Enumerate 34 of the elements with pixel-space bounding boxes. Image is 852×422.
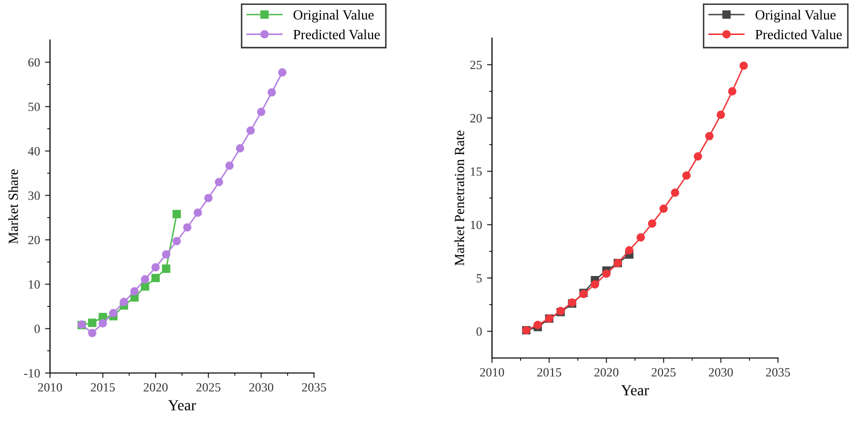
y-tick-label: 0 (34, 324, 40, 334)
x-tick-label: 2015 (90, 383, 115, 392)
y-tick-label: 60 (28, 58, 40, 67)
x-tick-label: 2020 (594, 368, 618, 377)
x-tick-label: 2015 (537, 368, 562, 377)
y-tick-label: 10 (28, 280, 40, 289)
y-tick-label: 40 (28, 147, 40, 156)
x-tick-label: 2030 (708, 368, 733, 377)
y-tick-label: 30 (28, 191, 40, 200)
y-tick-label: 20 (28, 236, 40, 244)
y-axis-title: Market Share (8, 169, 18, 244)
legend-label: Predicted Value (755, 29, 842, 40)
y-tick-label: 5 (476, 274, 482, 282)
legend-label: Original Value (294, 10, 374, 22)
x-tick-label: 2025 (652, 368, 676, 377)
y-axis-title: Market Penetration Rate (454, 130, 464, 266)
x-axis-title: Year (621, 385, 649, 396)
x-axis-title: Year (168, 400, 196, 410)
x-tick-label: 2030 (249, 383, 274, 392)
y-tick-label: 20 (470, 114, 482, 122)
x-tick-label: 2025 (196, 383, 220, 392)
y-tick-label: -10 (24, 369, 40, 378)
legend-label: Predicted Value (293, 29, 380, 40)
y-tick-label: 50 (28, 102, 40, 112)
x-tick-label: 2020 (144, 383, 168, 392)
y-tick-label: 15 (470, 167, 482, 176)
y-tick-label: 0 (476, 327, 482, 336)
x-tick-label: 2035 (766, 368, 790, 377)
legend-label: Original Value (756, 10, 836, 22)
y-tick-label: 25 (470, 60, 482, 70)
y-tick-label: 10 (470, 220, 482, 230)
x-tick-label: 2035 (302, 383, 326, 392)
x-tick-label: 2010 (38, 383, 62, 392)
x-tick-label: 2010 (480, 368, 504, 377)
